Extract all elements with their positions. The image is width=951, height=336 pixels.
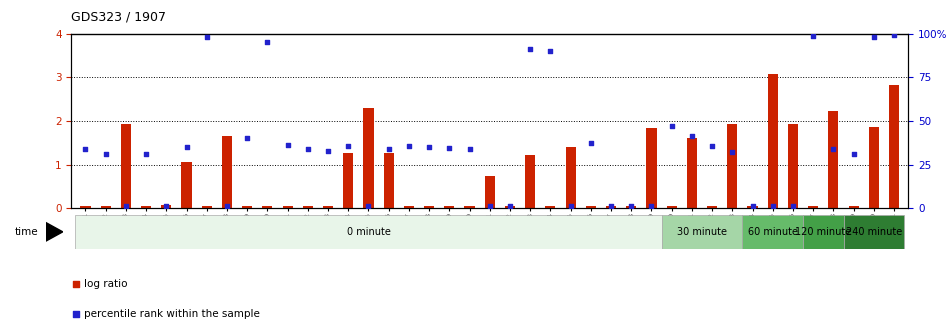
Text: log ratio: log ratio (84, 279, 127, 289)
Point (725, 149, 740, 154)
Bar (81, 206, 90, 208)
Point (502, 203, 517, 209)
Point (139, 151, 154, 156)
Bar (647, 128, 656, 208)
Bar (141, 206, 151, 208)
Bar (828, 111, 839, 208)
Point (68, 311, 83, 317)
Point (805, 33, 821, 39)
Point (340, 143, 356, 149)
Point (705, 143, 720, 149)
Point (685, 133, 700, 139)
Bar (222, 136, 232, 208)
Bar (525, 155, 535, 208)
Bar (262, 206, 272, 208)
Bar (101, 206, 110, 208)
Bar (363, 108, 374, 208)
Text: 120 minute: 120 minute (795, 227, 851, 237)
Bar (889, 85, 899, 208)
Point (301, 146, 316, 152)
Point (886, 33, 902, 38)
Point (360, 203, 376, 209)
Bar (404, 206, 414, 208)
Point (563, 203, 578, 209)
Point (220, 203, 235, 209)
Point (766, 203, 781, 209)
Bar (743, 215, 803, 249)
Point (644, 203, 659, 209)
Bar (343, 153, 354, 208)
Bar (424, 206, 435, 208)
Bar (626, 206, 636, 208)
Text: 30 minute: 30 minute (677, 227, 727, 237)
Bar (485, 176, 495, 208)
Point (846, 151, 862, 156)
Bar (162, 205, 171, 208)
Point (866, 34, 882, 39)
Bar (202, 206, 212, 208)
Bar (182, 162, 191, 208)
Point (381, 146, 397, 152)
Bar (243, 206, 252, 208)
Point (98, 152, 113, 157)
Bar (75, 215, 662, 249)
Bar (121, 124, 131, 208)
Bar (687, 137, 697, 208)
Polygon shape (46, 222, 63, 241)
Bar (606, 206, 616, 208)
Point (825, 146, 841, 152)
Point (786, 203, 801, 209)
Bar (708, 206, 717, 208)
Point (624, 203, 639, 209)
Point (523, 46, 538, 51)
Bar (586, 206, 596, 208)
Point (745, 203, 760, 209)
Text: GDS323 / 1907: GDS323 / 1907 (71, 10, 166, 23)
Point (583, 140, 598, 145)
Bar (282, 206, 293, 208)
Bar (848, 206, 859, 208)
Bar (323, 206, 333, 208)
Bar (566, 147, 575, 208)
Bar (869, 127, 879, 208)
Bar (662, 215, 743, 249)
Bar (302, 206, 313, 208)
Point (401, 143, 417, 149)
Bar (767, 74, 778, 208)
Point (118, 203, 133, 209)
Point (543, 48, 558, 54)
Point (159, 203, 174, 209)
Point (260, 39, 275, 45)
Text: time: time (14, 227, 38, 237)
Bar (788, 124, 798, 208)
Bar (728, 124, 737, 208)
Text: 60 minute: 60 minute (747, 227, 798, 237)
Point (421, 144, 437, 150)
Point (664, 123, 679, 128)
Point (604, 203, 619, 209)
Point (240, 135, 255, 140)
Point (68, 281, 83, 287)
Point (179, 144, 194, 150)
Point (462, 146, 477, 152)
Bar (383, 153, 394, 208)
Point (199, 34, 214, 39)
Bar (808, 206, 818, 208)
Point (280, 143, 295, 148)
Bar (505, 206, 515, 208)
Bar (464, 206, 475, 208)
Bar (545, 206, 555, 208)
Point (482, 203, 497, 209)
Text: 240 minute: 240 minute (845, 227, 902, 237)
Bar (747, 206, 758, 208)
Bar (844, 215, 904, 249)
Text: percentile rank within the sample: percentile rank within the sample (84, 309, 260, 319)
Point (320, 148, 336, 153)
Point (78, 146, 93, 152)
Bar (667, 206, 677, 208)
Point (441, 145, 456, 150)
Bar (444, 206, 455, 208)
Text: 0 minute: 0 minute (346, 227, 391, 237)
Bar (803, 215, 844, 249)
